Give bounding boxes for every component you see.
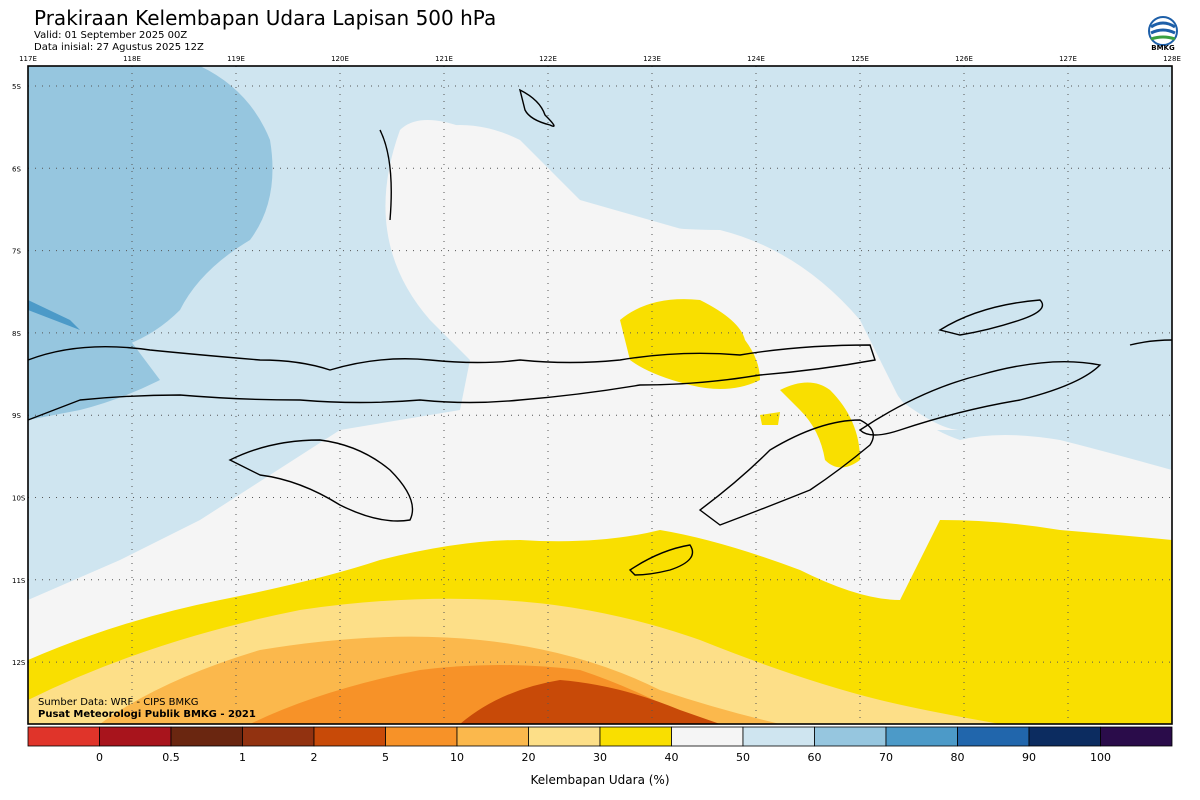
colorbar [27,726,1173,747]
lat-label: 8S [12,330,21,338]
bmkg-logo-icon [1148,16,1178,46]
lon-label: 123E [643,55,661,63]
lon-label: 127E [1059,55,1077,63]
lat-label: 12S [12,659,26,667]
colorbar-swatch [99,726,172,747]
data-source: Sumber Data: WRF - CIPS BMKG [38,697,199,708]
lon-label: 122E [539,55,557,63]
lat-label: 7S [12,248,21,256]
colorbar-swatch [814,726,887,747]
colorbar-swatch [1028,726,1101,747]
colorbar-tick-label: 100 [1090,751,1111,764]
colorbar-tick-label: 70 [879,751,893,764]
lon-label: 128E [1163,55,1181,63]
colorbar-tick-label: 10 [450,751,464,764]
colorbar-tick-label: 90 [1022,751,1036,764]
colorbar-swatch [242,726,315,747]
lon-label: 124E [747,55,765,63]
lat-label: 5S [12,83,21,91]
colorbar-tick-label: 20 [521,751,536,764]
colorbar-tick-label: 50 [736,751,750,764]
colorbar-swatch [885,726,958,747]
colorbar-swatch [170,726,243,747]
lon-label: 118E [123,55,141,63]
colorbar-swatch [27,726,100,747]
colorbar-swatch [957,726,1030,747]
latitude-labels: 5S 6S 7S 8S 9S 10S 11S 12S [12,83,26,667]
colorbar-swatch [1100,726,1173,747]
colorbar-tick-label: 2 [310,751,318,764]
initial-time: Data inisial: 27 Agustus 2025 12Z [34,42,204,53]
page-title: Prakiraan Kelembapan Udara Lapisan 500 h… [34,6,497,30]
colorbar-swatch [742,726,815,747]
colorbar-swatch [671,726,744,747]
colorbar-tick-label: 0.5 [162,751,180,764]
colorbar-swatch [313,726,386,747]
colorbar-tick-label: 60 [807,751,822,764]
lon-label: 119E [227,55,245,63]
map-frame [27,65,1173,725]
colorbar-tick-label: 1 [239,751,246,764]
coastline-outlines [27,88,1173,576]
lat-label: 6S [12,165,21,173]
lat-label: 10S [12,495,26,503]
lat-label: 9S [12,412,21,420]
lat-label: 11S [12,577,26,585]
lon-label: 121E [435,55,453,63]
colorbar-swatch [528,726,601,747]
colorbar-title: Kelembapan Udara (%) [530,773,670,787]
credit-text: Pusat Meteorologi Publik BMKG - 2021 [38,709,256,720]
logo-text: BMKG [1151,44,1175,52]
colorbar-tick-label: 5 [382,751,389,764]
lon-label: 120E [331,55,349,63]
colorbar-tick-label: 0 [96,751,103,764]
colorbar-swatch [456,726,529,747]
colorbar-swatch [599,726,672,747]
colorbar-swatch [385,726,458,747]
colorbar-tick-label: 40 [664,751,679,764]
map-grid [28,66,1172,724]
humidity-fill [28,66,1172,724]
valid-time: Valid: 01 September 2025 00Z [34,30,188,41]
lon-label: 126E [955,55,973,63]
colorbar-tick-label: 30 [593,751,607,764]
lon-label: 125E [851,55,869,63]
lon-label: 117E [19,55,37,63]
colorbar-tick-label: 80 [950,751,965,764]
longitude-labels: 117E 118E 119E 120E 121E 122E 123E 124E 125E 126E… [19,55,1181,63]
